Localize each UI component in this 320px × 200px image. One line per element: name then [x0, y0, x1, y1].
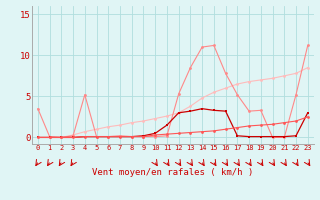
X-axis label: Vent moyen/en rafales ( km/h ): Vent moyen/en rafales ( km/h ): [92, 168, 253, 177]
